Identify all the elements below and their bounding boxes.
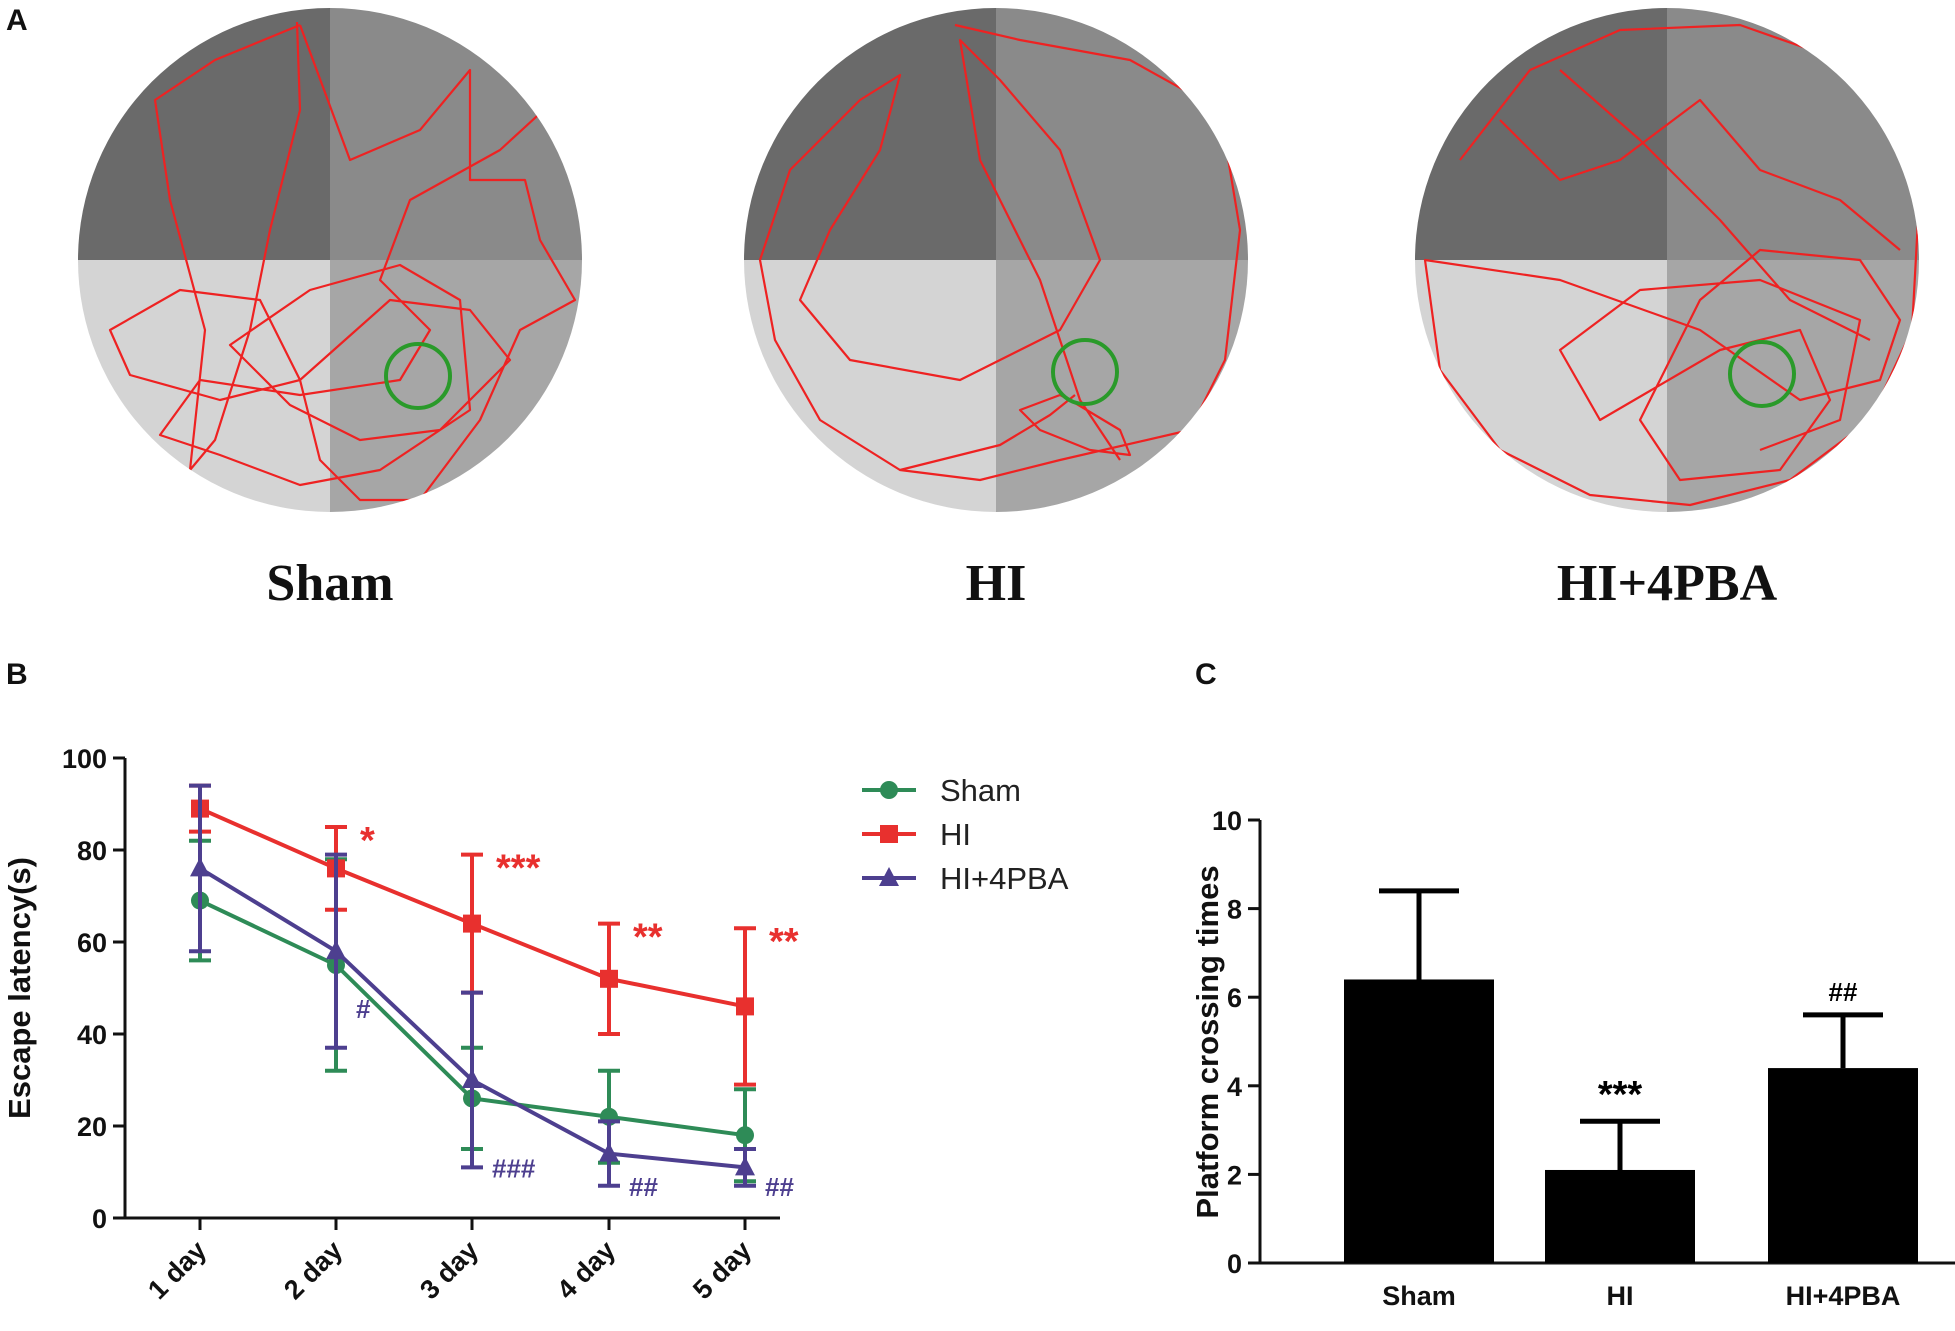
y-tick-label-b: 80 xyxy=(77,836,107,866)
significance-label-b: ### xyxy=(492,1153,536,1183)
significance-label-b: ** xyxy=(769,921,799,963)
y-tick-label-c: 0 xyxy=(1227,1249,1242,1279)
panel-c-bar-chart: C Platform crossing times 0 2 4 6 8 10 Sham HI… xyxy=(1190,658,1955,1311)
data-point-b xyxy=(600,969,618,988)
x-tick-label-b: 4 day xyxy=(551,1235,621,1305)
x-tick-label-c: HI+4PBA xyxy=(1786,1281,1901,1311)
legend-label: HI xyxy=(940,817,971,852)
significance-label-b: *** xyxy=(496,848,541,890)
legend-label: Sham xyxy=(940,773,1021,808)
y-tick-label-b: 100 xyxy=(62,744,107,774)
data-point-b xyxy=(599,1142,619,1162)
data-point-b xyxy=(736,1126,754,1145)
y-tick-label-c: 8 xyxy=(1227,895,1242,925)
data-point-b xyxy=(190,857,210,877)
significance-label-b: ** xyxy=(633,917,663,959)
significance-label-b: * xyxy=(360,820,375,862)
bar-sham xyxy=(1344,979,1494,1263)
significance-label-c: ## xyxy=(1829,977,1858,1007)
significance-label-b: ## xyxy=(765,1172,794,1202)
significance-label-b: # xyxy=(356,994,371,1024)
y-tick-label-c: 2 xyxy=(1227,1160,1242,1190)
y-tick-label-b: 20 xyxy=(77,1112,107,1142)
legend-label: HI+4PBA xyxy=(940,861,1069,896)
y-tick-label-b: 60 xyxy=(77,928,107,958)
legend-swatch-marker xyxy=(880,825,898,843)
legend-swatch-marker xyxy=(880,781,898,799)
platform-sham xyxy=(384,342,452,410)
y-tick-label-c: 10 xyxy=(1212,806,1242,836)
bar-hi-4pba xyxy=(1768,1068,1918,1263)
maze-label-hi4pba: HI+4PBA xyxy=(1557,555,1778,612)
data-point-b xyxy=(463,914,481,933)
bar-hi xyxy=(1545,1169,1695,1263)
data-point-b xyxy=(326,940,346,960)
maze-label-hi: HI xyxy=(966,555,1027,612)
panel-b-label: B xyxy=(6,658,28,691)
maze-pool-sham xyxy=(78,8,582,512)
series-hi-4pba: ###### ## xyxy=(189,783,794,1202)
y-tick-label-b: 0 xyxy=(92,1204,107,1234)
swim-path-hi xyxy=(758,23,1242,482)
x-tick-label-b: 1 day xyxy=(142,1235,212,1305)
x-tick-label-c: HI xyxy=(1607,1281,1634,1311)
significance-label-b: ## xyxy=(629,1172,658,1202)
platform-hi xyxy=(1051,338,1119,406)
x-tick-label-c: Sham xyxy=(1382,1281,1456,1311)
x-tick-label-b: 5 day xyxy=(687,1235,757,1305)
x-tick-label-b: 3 day xyxy=(414,1235,484,1305)
platform-hi4pba xyxy=(1728,340,1796,408)
maze-hi4pba: HI+4PBA xyxy=(1415,8,1919,612)
y-axis-title-c: Platform crossing times xyxy=(1190,865,1225,1218)
panel-a-label: A xyxy=(6,4,28,37)
panel-c-label: C xyxy=(1195,658,1217,691)
panel-a: A Sham HI xyxy=(6,4,1919,612)
legend-swatch-marker xyxy=(879,867,899,886)
y-tick-label-b: 40 xyxy=(77,1020,107,1050)
data-point-b xyxy=(462,1069,482,1088)
series-hi: ****** ** xyxy=(189,783,799,1087)
x-tick-label-b: 2 day xyxy=(278,1235,348,1305)
legend-b: Sham HI HI+4PBA xyxy=(862,773,1069,896)
data-point-b xyxy=(735,1156,755,1176)
maze-label-sham: Sham xyxy=(266,555,393,612)
maze-sham: Sham xyxy=(78,8,582,612)
maze-pool-hi xyxy=(744,8,1248,512)
panel-b-line-chart: B Escape latency(s) 0 20 40 60 80 100 1 day 2 d… xyxy=(2,658,1069,1305)
y-tick-label-c: 6 xyxy=(1227,983,1242,1013)
y-axis-title-b: Escape latency(s) xyxy=(2,857,37,1119)
significance-label-c: *** xyxy=(1598,1074,1643,1116)
data-point-b xyxy=(736,997,754,1016)
maze-hi: HI xyxy=(744,8,1248,612)
y-tick-label-c: 4 xyxy=(1227,1072,1242,1102)
maze-pool-hi4pba xyxy=(1415,8,1919,512)
